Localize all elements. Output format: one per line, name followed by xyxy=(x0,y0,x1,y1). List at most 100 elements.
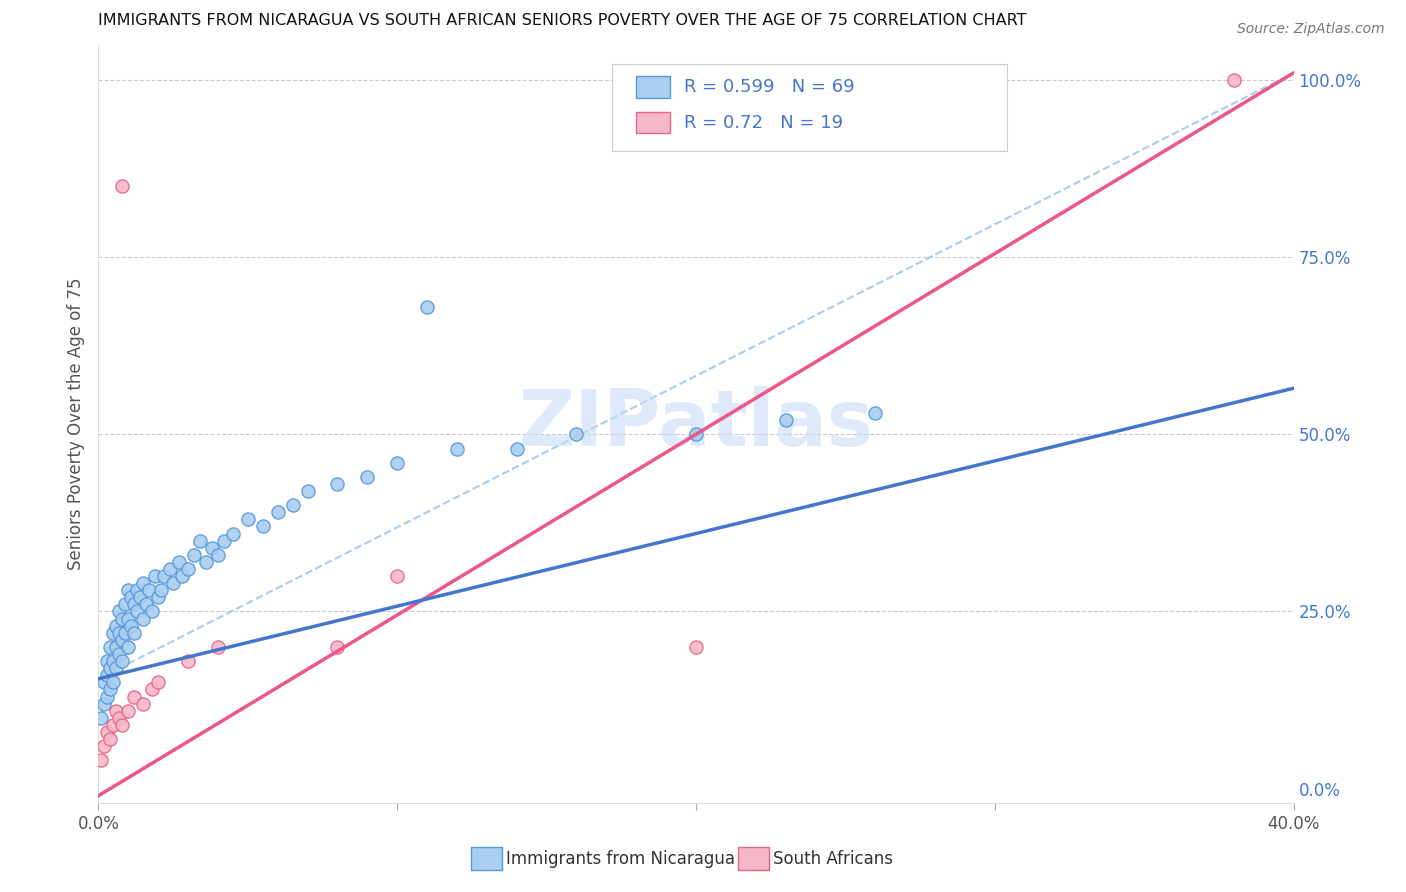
Point xyxy=(127,583,149,598)
Point xyxy=(114,625,136,640)
Point xyxy=(103,675,125,690)
Text: R = 0.599   N = 69: R = 0.599 N = 69 xyxy=(685,78,855,96)
Point xyxy=(172,569,194,583)
Point xyxy=(195,555,218,569)
Point xyxy=(132,576,155,591)
Point xyxy=(685,640,707,654)
Point xyxy=(117,611,139,625)
Point xyxy=(177,562,200,576)
Point xyxy=(385,569,409,583)
Point xyxy=(135,598,157,612)
Point xyxy=(111,611,134,625)
Point xyxy=(326,477,349,491)
Point xyxy=(111,718,134,732)
Point xyxy=(98,682,122,697)
FancyBboxPatch shape xyxy=(613,63,1007,151)
Point xyxy=(103,654,125,668)
Point xyxy=(124,690,146,704)
Point xyxy=(93,675,115,690)
Point xyxy=(111,632,134,647)
Point xyxy=(207,640,229,654)
Point xyxy=(188,533,211,548)
Point xyxy=(183,548,205,562)
Point xyxy=(108,605,131,619)
Point xyxy=(105,704,128,718)
Point xyxy=(565,427,588,442)
Point xyxy=(98,661,122,675)
Point xyxy=(98,732,122,747)
Point xyxy=(96,725,118,739)
Point xyxy=(132,611,155,625)
Point xyxy=(865,406,887,420)
Point xyxy=(132,697,155,711)
Text: South Africans: South Africans xyxy=(773,850,893,868)
Point xyxy=(775,413,797,427)
Text: R = 0.72   N = 19: R = 0.72 N = 19 xyxy=(685,113,844,132)
Point xyxy=(98,640,122,654)
Point xyxy=(159,562,181,576)
Point xyxy=(356,470,378,484)
Point xyxy=(685,427,707,442)
Point xyxy=(117,704,139,718)
Point xyxy=(281,498,304,512)
Point xyxy=(124,625,146,640)
Bar xyxy=(637,112,669,133)
Point xyxy=(96,690,118,704)
Point xyxy=(96,654,118,668)
Point xyxy=(385,456,409,470)
Point xyxy=(1223,73,1246,87)
Point xyxy=(120,591,142,605)
Point xyxy=(108,711,131,725)
Point xyxy=(201,541,224,555)
Point xyxy=(117,640,139,654)
Point xyxy=(207,548,229,562)
Point xyxy=(167,555,190,569)
Point xyxy=(143,569,166,583)
Point xyxy=(267,505,290,519)
Point xyxy=(90,711,112,725)
Point xyxy=(150,583,173,598)
Point xyxy=(105,661,128,675)
Point xyxy=(129,591,152,605)
Text: IMMIGRANTS FROM NICARAGUA VS SOUTH AFRICAN SENIORS POVERTY OVER THE AGE OF 75 CO: IMMIGRANTS FROM NICARAGUA VS SOUTH AFRIC… xyxy=(98,13,1026,29)
Point xyxy=(93,739,115,753)
Point xyxy=(127,605,149,619)
Point xyxy=(177,654,200,668)
Point xyxy=(96,668,118,682)
Point xyxy=(105,618,128,632)
Point xyxy=(114,598,136,612)
Point xyxy=(108,625,131,640)
Point xyxy=(506,442,529,456)
Point xyxy=(162,576,184,591)
Y-axis label: Seniors Poverty Over the Age of 75: Seniors Poverty Over the Age of 75 xyxy=(66,277,84,570)
Point xyxy=(153,569,176,583)
Point xyxy=(138,583,160,598)
Point xyxy=(93,697,115,711)
Point xyxy=(111,654,134,668)
Text: ZIPatlas: ZIPatlas xyxy=(519,385,873,462)
Point xyxy=(111,179,134,194)
Point xyxy=(222,526,245,541)
Point xyxy=(148,675,170,690)
Bar xyxy=(637,77,669,98)
Text: Source: ZipAtlas.com: Source: ZipAtlas.com xyxy=(1237,22,1385,37)
Point xyxy=(103,625,125,640)
Point xyxy=(105,640,128,654)
Point xyxy=(236,512,259,526)
Point xyxy=(141,682,163,697)
Point xyxy=(117,583,139,598)
Point xyxy=(103,718,125,732)
Point xyxy=(252,519,274,533)
Point xyxy=(90,753,112,767)
Point xyxy=(148,591,170,605)
Point xyxy=(108,647,131,661)
Point xyxy=(124,598,146,612)
Point xyxy=(326,640,349,654)
Point xyxy=(212,533,235,548)
Point xyxy=(416,300,439,314)
Point xyxy=(120,618,142,632)
Point xyxy=(297,483,319,498)
Point xyxy=(446,442,468,456)
Text: Immigrants from Nicaragua: Immigrants from Nicaragua xyxy=(506,850,735,868)
Point xyxy=(141,605,163,619)
